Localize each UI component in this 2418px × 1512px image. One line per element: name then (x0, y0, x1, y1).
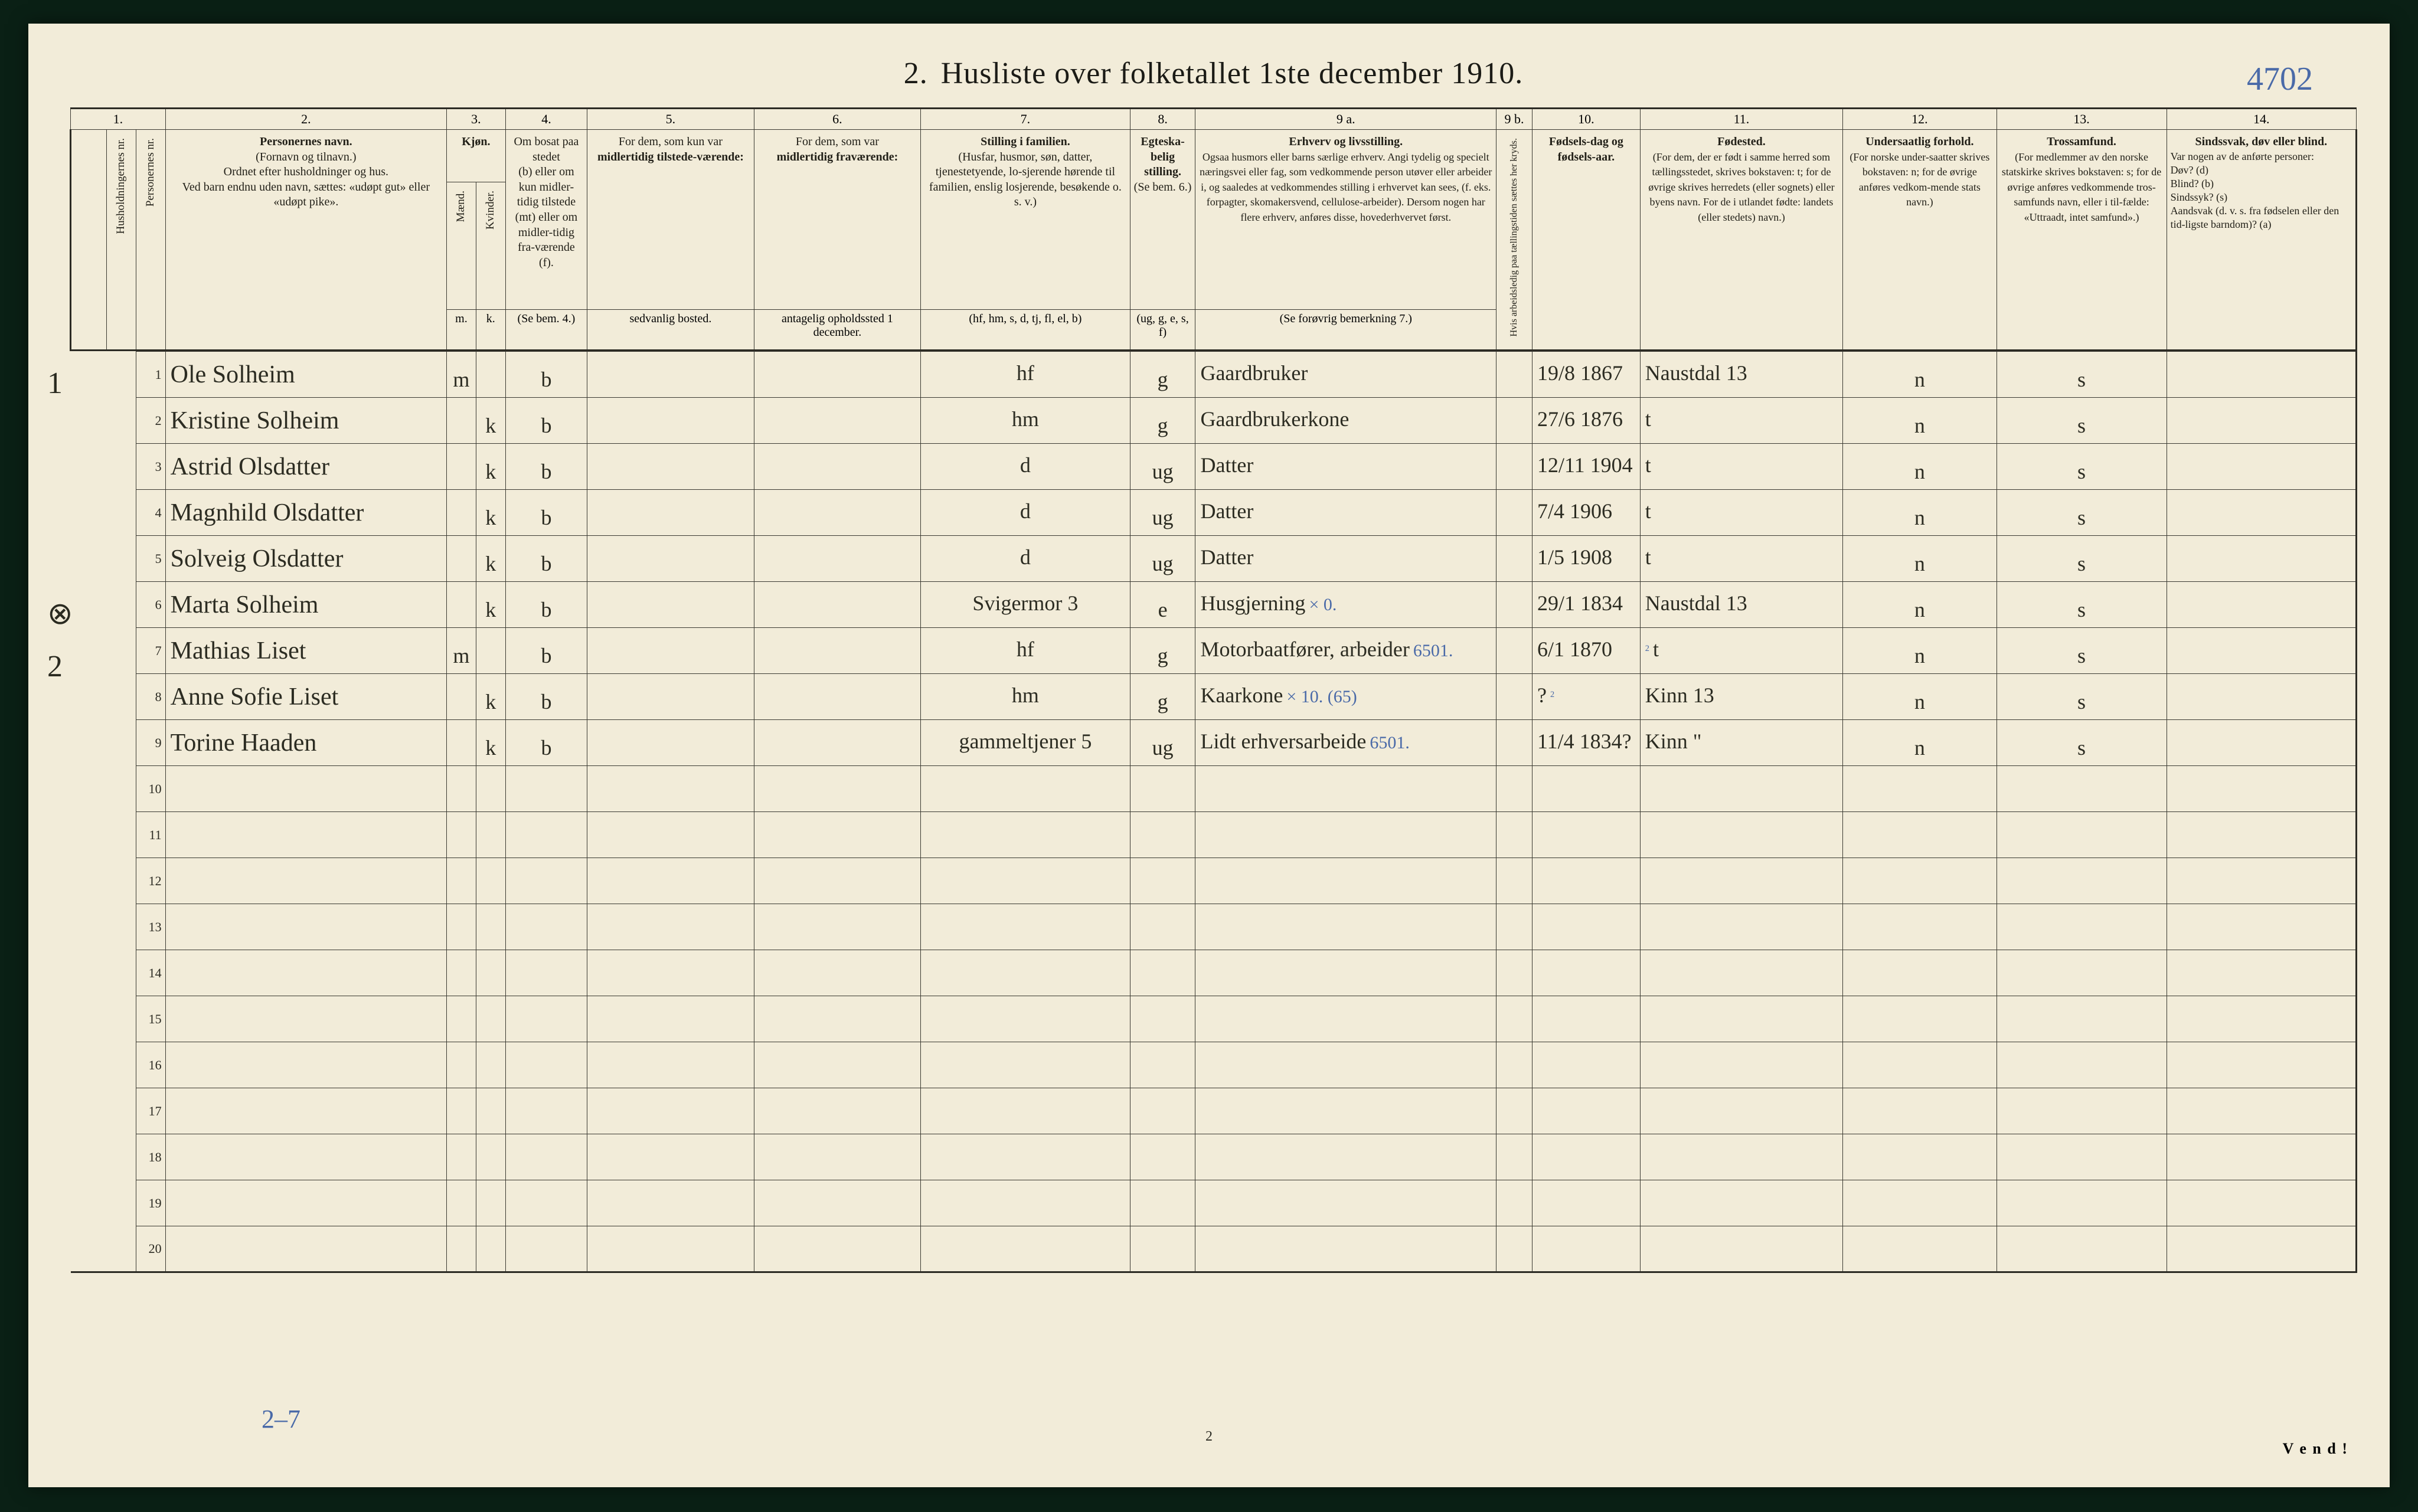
corner-annotation: 4702 (2247, 60, 2313, 98)
table-row: 19 (71, 1180, 2357, 1226)
table-row: 3Astrid OlsdatterkbdugDatter12/11 1904tn… (71, 444, 2357, 490)
column-number-row: 1. 2. 3. 4. 5. 6. 7. 8. 9 a. 9 b. 10. 11… (71, 109, 2357, 130)
margin-mark: 2 (47, 649, 63, 684)
table-row: 20 (71, 1226, 2357, 1272)
page-number: 2 (1205, 1429, 1213, 1445)
table-row: 4Magnhild OlsdatterkbdugDatter7/4 1906tn… (71, 490, 2357, 536)
table-row: 10 (71, 766, 2357, 812)
table-row: 16 (71, 1042, 2357, 1088)
table-row: 18 (71, 1134, 2357, 1180)
table-row: 13 (71, 904, 2357, 950)
table-row: 14 (71, 950, 2357, 996)
table-row: 2Kristine SolheimkbhmgGaardbrukerkone27/… (71, 398, 2357, 444)
tally-annotation: 2–7 (262, 1404, 300, 1434)
table-row: 7Mathias LisetmbhfgMotorbaatfører, arbei… (71, 628, 2357, 674)
table-row: 8Anne Sofie LisetkbhmgKaarkone × 10. (65… (71, 674, 2357, 720)
margin-mark: ⊗ (47, 596, 73, 631)
margin-mark: 1 (47, 366, 63, 401)
table-row: 11 (71, 812, 2357, 858)
turn-over-label: V e n d ! (2283, 1440, 2348, 1458)
table-row: 6Marta SolheimkbSvigermor 3eHusgjerning … (71, 582, 2357, 628)
header-row: Husholdningernes nr. Personernes nr. Per… (71, 130, 2357, 182)
table-row: 17 (71, 1088, 2357, 1134)
table-row: 5Solveig OlsdatterkbdugDatter1/5 1908tns (71, 536, 2357, 582)
census-table: 1. 2. 3. 4. 5. 6. 7. 8. 9 a. 9 b. 10. 11… (70, 107, 2357, 1273)
table-row: 15 (71, 996, 2357, 1042)
census-page: 4702 2.Husliste over folketallet 1ste de… (28, 24, 2390, 1487)
table-row: 1Ole SolheimmbhfgGaardbruker19/8 1867Nau… (71, 352, 2357, 398)
table-row: 12 (71, 858, 2357, 904)
table-row: 9Torine Haadenkbgammeltjener 5ugLidt erh… (71, 720, 2357, 766)
page-title: 2.Husliste over folketallet 1ste decembe… (70, 56, 2357, 91)
